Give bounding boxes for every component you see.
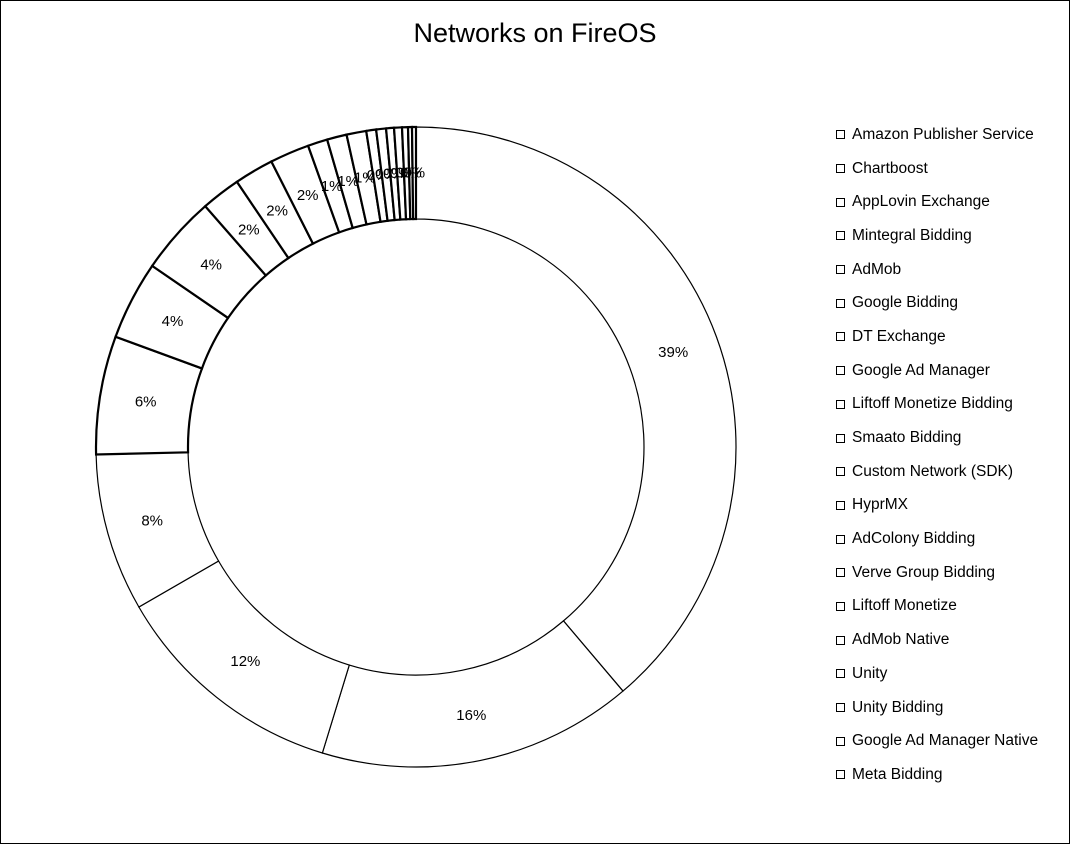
legend-item: AppLovin Exchange — [836, 185, 1064, 219]
legend-label: Chartboost — [852, 159, 928, 177]
legend-label: Google Ad Manager — [852, 361, 990, 379]
legend-label: DT Exchange — [852, 327, 946, 345]
legend-label: Meta Bidding — [852, 765, 943, 783]
legend-swatch — [836, 366, 845, 376]
legend-item: Smaato Bidding — [836, 421, 1064, 455]
legend-label: Liftoff Monetize Bidding — [852, 395, 1013, 413]
legend-item: HyprMX — [836, 489, 1064, 523]
slice-meta-bidding[interactable] — [410, 125, 418, 221]
legend-item: Custom Network (SDK) — [836, 455, 1064, 489]
legend-swatch — [836, 669, 845, 679]
legend-swatch — [836, 736, 845, 746]
legend-label: Custom Network (SDK) — [852, 462, 1014, 480]
legend-label: Liftoff Monetize — [852, 597, 957, 615]
legend-label: AdMob Native — [852, 631, 950, 649]
data-label: 6% — [135, 394, 157, 411]
legend-swatch — [836, 467, 845, 477]
legend-label: Google Bidding — [852, 294, 958, 312]
legend-item: AdColony Bidding — [836, 522, 1064, 556]
legend-swatch — [836, 534, 845, 544]
legend-swatch — [836, 298, 845, 308]
legend-label: Unity — [852, 664, 888, 682]
legend-label: Smaato Bidding — [852, 429, 962, 447]
legend-item: Verve Group Bidding — [836, 556, 1064, 590]
legend-item: Unity — [836, 657, 1064, 691]
data-label: 2% — [238, 221, 260, 238]
data-label: 1% — [354, 169, 376, 186]
legend-swatch — [836, 568, 845, 578]
legend-swatch — [836, 332, 845, 342]
legend-item: Amazon Publisher Service — [836, 118, 1064, 152]
legend-swatch — [836, 433, 845, 443]
legend-item: Liftoff Monetize — [836, 590, 1064, 624]
legend-swatch — [836, 399, 845, 409]
legend-item: Unity Bidding — [836, 691, 1064, 725]
data-label: 12% — [230, 653, 260, 670]
legend: Amazon Publisher Service Chartboost AppLov… — [836, 118, 1064, 792]
chart-title: Networks on FireOS — [413, 18, 657, 48]
legend-item: Google Bidding — [836, 286, 1064, 320]
data-label: 2% — [266, 202, 288, 219]
legend-item: Google Ad Manager Native — [836, 724, 1064, 758]
data-label: 8% — [141, 513, 163, 530]
legend-swatch — [836, 231, 845, 241]
slice-chartboost[interactable] — [321, 620, 624, 768]
data-label: 0% — [403, 165, 425, 182]
legend-item: Google Ad Manager — [836, 354, 1064, 388]
slice-amazon-publisher-service[interactable] — [415, 126, 737, 692]
legend-swatch — [836, 635, 845, 645]
data-label: 1% — [337, 173, 359, 190]
data-label: 1% — [321, 178, 343, 195]
legend-item: Liftoff Monetize Bidding — [836, 388, 1064, 422]
legend-item: AdMob — [836, 253, 1064, 287]
legend-item: DT Exchange — [836, 320, 1064, 354]
legend-label: AppLovin Exchange — [852, 193, 990, 211]
legend-label: Unity Bidding — [852, 698, 944, 716]
legend-item: Chartboost — [836, 152, 1064, 186]
legend-swatch — [836, 500, 845, 510]
legend-swatch — [836, 703, 845, 713]
legend-swatch — [836, 197, 845, 207]
legend-label: HyprMX — [852, 496, 908, 514]
legend-label: Verve Group Bidding — [852, 563, 996, 581]
legend-label: Mintegral Bidding — [852, 226, 972, 244]
legend-swatch — [836, 601, 845, 611]
data-label: 2% — [297, 187, 319, 204]
data-label: 4% — [162, 313, 184, 330]
legend-label: AdMob — [852, 260, 902, 278]
legend-item: AdMob Native — [836, 623, 1064, 657]
data-label: 16% — [456, 707, 486, 724]
legend-swatch — [836, 164, 845, 174]
data-label: 39% — [658, 344, 688, 361]
legend-swatch — [836, 130, 845, 140]
legend-swatch — [836, 770, 845, 780]
legend-swatch — [836, 265, 845, 275]
legend-item: Mintegral Bidding — [836, 219, 1064, 253]
data-label: 4% — [200, 256, 222, 273]
legend-label: Google Ad Manager Native — [852, 732, 1039, 750]
legend-item: Meta Bidding — [836, 758, 1064, 792]
legend-label: AdColony Bidding — [852, 530, 976, 548]
legend-label: Amazon Publisher Service — [852, 125, 1034, 143]
